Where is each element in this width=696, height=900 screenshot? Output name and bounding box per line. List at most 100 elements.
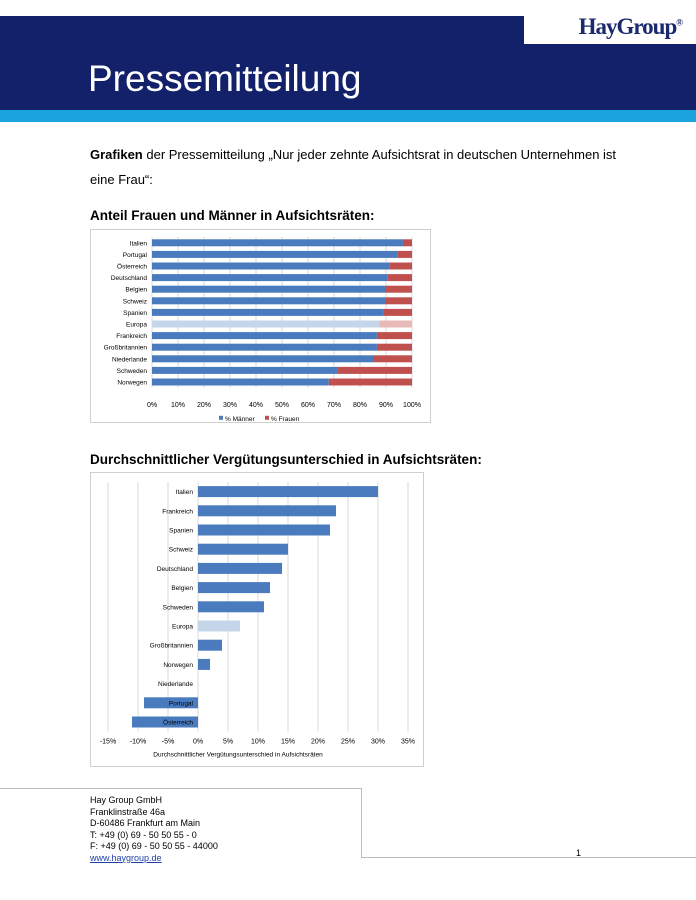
category-label: Österreich <box>117 263 147 271</box>
category-label: Portugal <box>169 700 194 707</box>
header-stripe <box>0 110 696 122</box>
bar-men <box>152 297 386 305</box>
x-tick-label: 80% <box>353 402 367 409</box>
pay-gap-chart-svg: -15% -10% -5% 0% 5% 10% 15% 20% 25% 30% 35% Italien… <box>100 482 415 759</box>
category-label: Deutschland <box>157 566 194 573</box>
bar <box>198 524 330 536</box>
category-label: Schweden <box>163 604 194 611</box>
category-label: Schweiz <box>123 298 147 305</box>
logo: HayGroup® <box>524 10 696 44</box>
category-label: Niederlande <box>158 681 193 688</box>
category-label: Deutschland <box>111 275 148 282</box>
category-label: Europa <box>126 322 147 329</box>
bar-men <box>152 320 380 328</box>
bar <box>198 658 210 670</box>
logo-registered-mark: ® <box>676 17 683 28</box>
bar-men <box>152 308 384 316</box>
x-axis-label: Durchschnittlicher Vergütungsunterschied… <box>153 752 323 759</box>
x-tick-label: 20% <box>311 739 325 746</box>
bar-women <box>373 355 412 363</box>
x-tick-label: -15% <box>100 739 116 746</box>
category-label: Spanien <box>123 310 147 317</box>
category-label: Schweiz <box>169 547 193 554</box>
bar-men <box>152 378 329 386</box>
bar-women <box>397 250 412 258</box>
bar-women <box>383 308 412 316</box>
legend-label-men: % Männer <box>225 416 255 422</box>
bar-women <box>389 262 412 270</box>
bar <box>198 543 288 555</box>
x-tick-label: 100% <box>403 402 421 409</box>
bar-women <box>387 274 412 282</box>
category-label: Italien <box>130 240 148 247</box>
bar-women <box>386 297 412 305</box>
x-tick-label: 20% <box>197 402 211 409</box>
bar-men <box>152 355 373 363</box>
x-tick-label: 10% <box>171 402 185 409</box>
bar <box>144 697 198 709</box>
section-title-pay-gap: Durchschnittlicher Vergütungsunterschied… <box>90 452 482 467</box>
footer-line-street: Franklinstraße 46a <box>90 806 166 817</box>
legend-label-women: % Frauen <box>271 416 300 422</box>
share-chart-svg: 0% 10% 20% 30% 40% 50% 60% 70% 80% 90% 100% Italien… <box>104 237 421 422</box>
bar-women <box>328 378 412 386</box>
bar-men <box>152 366 338 374</box>
bar-men <box>152 250 398 258</box>
category-label: Italien <box>176 489 194 496</box>
section-title-share: Anteil Frauen und Männer in Aufsichtsrät… <box>90 208 375 223</box>
x-tick-label: 35% <box>401 739 415 746</box>
intro-paragraph: Grafiken der Pressemitteilung „Nur jeder… <box>90 142 630 192</box>
category-label: Frankreich <box>116 333 147 340</box>
category-label: Österreich <box>163 719 193 727</box>
category-label: Großbritannien <box>150 643 194 650</box>
category-label: Belgien <box>171 585 193 592</box>
x-tick-label: 25% <box>341 739 355 746</box>
bar-women <box>376 332 412 340</box>
legend-swatch-men <box>219 415 223 420</box>
bar <box>132 716 198 728</box>
category-label: Spanien <box>169 528 193 535</box>
intro-text: der Pressemitteilung „Nur jeder zehnte A… <box>90 147 617 187</box>
footer-line-company: Hay Group GmbH <box>90 795 163 805</box>
category-label: Norwegen <box>117 380 147 387</box>
x-tick-label: 70% <box>327 402 341 409</box>
bar-women <box>386 285 412 293</box>
x-tick-label: 90% <box>379 402 393 409</box>
category-label: Niederlande <box>112 356 147 363</box>
x-tick-label: -10% <box>130 739 146 746</box>
x-tick-label: 40% <box>249 402 263 409</box>
x-tick-label: 30% <box>223 402 237 409</box>
footer-website-link[interactable]: www.haygroup.de <box>90 852 162 863</box>
bar-men <box>152 239 403 247</box>
logo-text: HayGroup <box>578 14 678 39</box>
bar-women <box>402 239 412 247</box>
x-tick-label: 60% <box>301 402 315 409</box>
x-tick-label: 5% <box>223 739 233 746</box>
category-label: Frankreich <box>162 508 193 515</box>
bar <box>198 639 222 651</box>
bar-men <box>152 343 377 351</box>
bar-men <box>152 285 386 293</box>
share-chart: 0% 10% 20% 30% 40% 50% 60% 70% 80% 90% 100% Italien… <box>90 229 431 423</box>
pay-gap-chart: -15% -10% -5% 0% 5% 10% 15% 20% 25% 30% 35% Italien… <box>90 472 424 767</box>
bar <box>198 562 282 574</box>
footer-divider-vertical <box>361 788 362 858</box>
category-label: Europa <box>172 624 193 631</box>
category-label: Norwegen <box>163 662 193 669</box>
footer-divider-bottom <box>361 857 696 858</box>
bar-women <box>376 343 412 351</box>
bar-men <box>152 332 377 340</box>
page-number: 1 <box>576 848 582 858</box>
footer-divider <box>0 788 362 789</box>
footer-line-phone: T: +49 (0) 69 - 50 50 55 - 0 <box>90 829 197 840</box>
x-tick-label: -5% <box>162 739 174 746</box>
category-label: Portugal <box>123 252 148 259</box>
bar <box>198 582 270 594</box>
bar <box>198 486 378 498</box>
x-tick-label: 0% <box>147 402 157 409</box>
legend-swatch-women <box>265 415 269 420</box>
x-tick-label: 30% <box>371 739 385 746</box>
footer-line-city: D-60486 Frankfurt am Main <box>90 818 201 828</box>
bar <box>198 601 264 613</box>
bar-women <box>379 320 412 328</box>
